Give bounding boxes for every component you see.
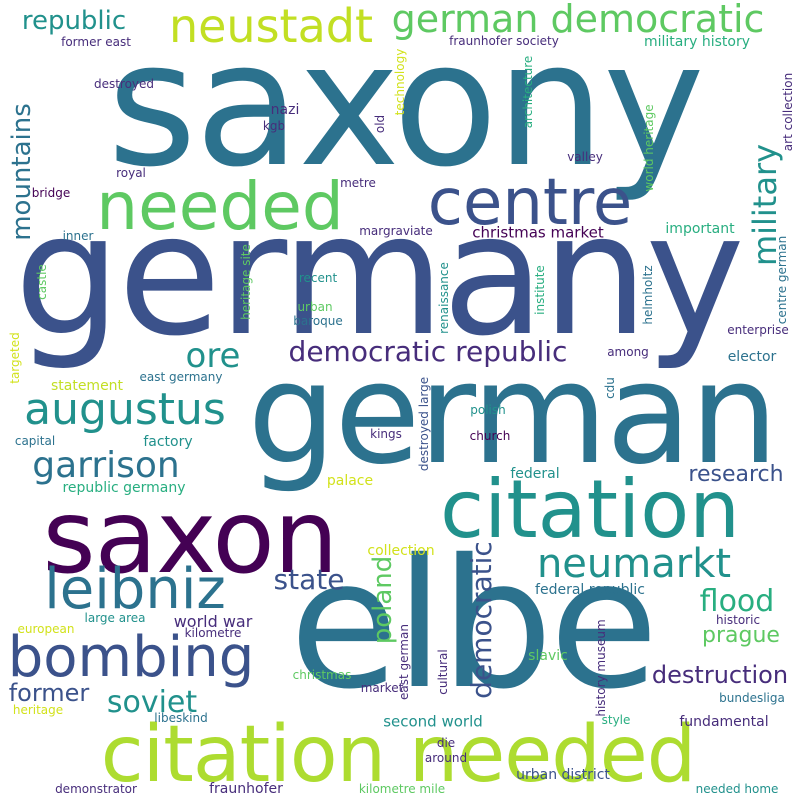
word-metre: metre bbox=[340, 176, 376, 190]
word-kilometre-mile: kilometre mile bbox=[358, 782, 446, 796]
word-style: style bbox=[601, 713, 631, 727]
word-german-democratic: german democratic bbox=[391, 0, 765, 41]
word-architecture: architecture bbox=[521, 55, 535, 129]
word-helmholtz: helmholtz bbox=[641, 265, 655, 325]
word-former-east: former east bbox=[61, 35, 131, 49]
word-castle: castle bbox=[35, 264, 49, 300]
word-fundamental: fundamental bbox=[679, 714, 769, 730]
word-destroyed: destroyed bbox=[93, 77, 155, 91]
word-soviet: soviet bbox=[106, 685, 198, 720]
word-institute: institute bbox=[533, 265, 547, 315]
word-prague: prague bbox=[702, 623, 780, 648]
word-bridge: bridge bbox=[31, 186, 71, 200]
word-second-world: second world bbox=[383, 712, 483, 731]
word-destruction: destruction bbox=[651, 661, 789, 689]
word-margraviate: margraviate bbox=[359, 224, 433, 238]
word-polish: polish bbox=[470, 403, 506, 417]
word-heritage: heritage bbox=[12, 703, 64, 717]
word-germany: germany bbox=[14, 177, 745, 373]
word-military-history: military history bbox=[643, 34, 751, 50]
word-history-museum: history museum bbox=[594, 619, 608, 717]
word-kilometre: kilometre bbox=[184, 626, 242, 640]
word-citation: citation bbox=[440, 463, 740, 556]
word-fraunhofer-society: fraunhofer society bbox=[449, 34, 559, 48]
word-palace: palace bbox=[326, 473, 374, 489]
word-republic-germany: republic germany bbox=[62, 480, 186, 496]
word-christmas: christmas bbox=[292, 668, 352, 682]
word-research: research bbox=[688, 462, 784, 487]
word-collection: collection bbox=[367, 543, 435, 559]
word-art-collection: art collection bbox=[781, 72, 795, 152]
word-democratic: democratic bbox=[465, 541, 498, 699]
word-former: former bbox=[8, 679, 90, 707]
word-elbe: elbe bbox=[289, 521, 658, 728]
word-targeted: targeted bbox=[8, 332, 22, 384]
word-royal: royal bbox=[116, 166, 146, 180]
word-state: state bbox=[273, 563, 345, 596]
word-bundesliga: bundesliga bbox=[719, 691, 785, 705]
word-world-heritage: world heritage bbox=[642, 104, 656, 192]
word-large-area: large area bbox=[84, 611, 146, 625]
word-urban-district: urban district bbox=[516, 767, 610, 783]
word-kings: kings bbox=[370, 427, 402, 441]
word-democratic-republic: democratic republic bbox=[288, 335, 568, 368]
word-elector: elector bbox=[727, 349, 777, 365]
word-inner: inner bbox=[62, 229, 94, 243]
word-german: german bbox=[247, 333, 779, 496]
word-neustadt: neustadt bbox=[168, 0, 374, 53]
word-heritage-site: heritage site bbox=[239, 244, 253, 320]
word-christmas-market: christmas market bbox=[472, 223, 604, 242]
word-republic: republic bbox=[21, 6, 127, 36]
word-libeskind: libeskind bbox=[154, 711, 208, 725]
word-technology: technology bbox=[393, 48, 407, 116]
word-ore: ore bbox=[185, 336, 241, 376]
word-market: market bbox=[360, 681, 404, 695]
word-world-war: world war bbox=[173, 612, 253, 631]
word-urban: urban bbox=[297, 300, 333, 314]
word-citation-needed: citation needed bbox=[100, 710, 697, 800]
word-needed: needed bbox=[96, 168, 344, 245]
word-cultural: cultural bbox=[436, 649, 450, 695]
word-poland: poland bbox=[368, 555, 398, 645]
word-nazi: nazi bbox=[270, 102, 300, 118]
word-saxony: saxony bbox=[107, 4, 705, 205]
word-flood: flood bbox=[699, 584, 775, 619]
word-old: old bbox=[373, 114, 387, 134]
word-cdu: cdu bbox=[603, 377, 617, 399]
word-garrison: garrison bbox=[32, 445, 180, 486]
word-recent: recent bbox=[298, 271, 338, 285]
word-slavic: slavic bbox=[528, 648, 568, 664]
word-renaissance: renaissance bbox=[437, 262, 451, 334]
word-destroyed-large: destroyed large bbox=[417, 376, 431, 472]
word-demonstrator: demonstrator bbox=[55, 782, 137, 796]
word-needed-home: needed home bbox=[695, 782, 779, 796]
word-among: among bbox=[607, 345, 649, 359]
word-baroque: baroque bbox=[293, 314, 343, 328]
word-mountains: mountains bbox=[7, 103, 37, 241]
word-historic: historic bbox=[715, 613, 761, 627]
word-fraunhofer: fraunhofer bbox=[209, 781, 283, 797]
word-bombing: bombing bbox=[7, 625, 255, 690]
word-factory: factory bbox=[143, 434, 193, 450]
word-church: church bbox=[469, 429, 511, 443]
word-federal: federal bbox=[510, 466, 560, 482]
word-east-germany: east germany bbox=[139, 370, 223, 384]
word-kgb: kgb bbox=[262, 119, 286, 133]
word-statement: statement bbox=[50, 378, 124, 394]
word-centre: centre bbox=[427, 166, 633, 240]
word-leibniz: leibniz bbox=[44, 557, 226, 622]
word-enterprise: enterprise bbox=[727, 323, 789, 337]
word-important: important bbox=[665, 221, 735, 237]
word-around: around bbox=[424, 751, 468, 765]
word-neumarkt: neumarkt bbox=[536, 541, 732, 587]
word-die: die bbox=[436, 736, 456, 750]
word-capital: capital bbox=[14, 434, 56, 448]
word-federal-republic: federal republic bbox=[535, 582, 645, 598]
word-augustus: augustus bbox=[24, 384, 226, 435]
word-valley: valley bbox=[567, 150, 603, 164]
word-saxon: saxon bbox=[42, 478, 339, 597]
word-centre-german: centre german bbox=[775, 235, 789, 325]
word-european: european bbox=[17, 622, 75, 636]
